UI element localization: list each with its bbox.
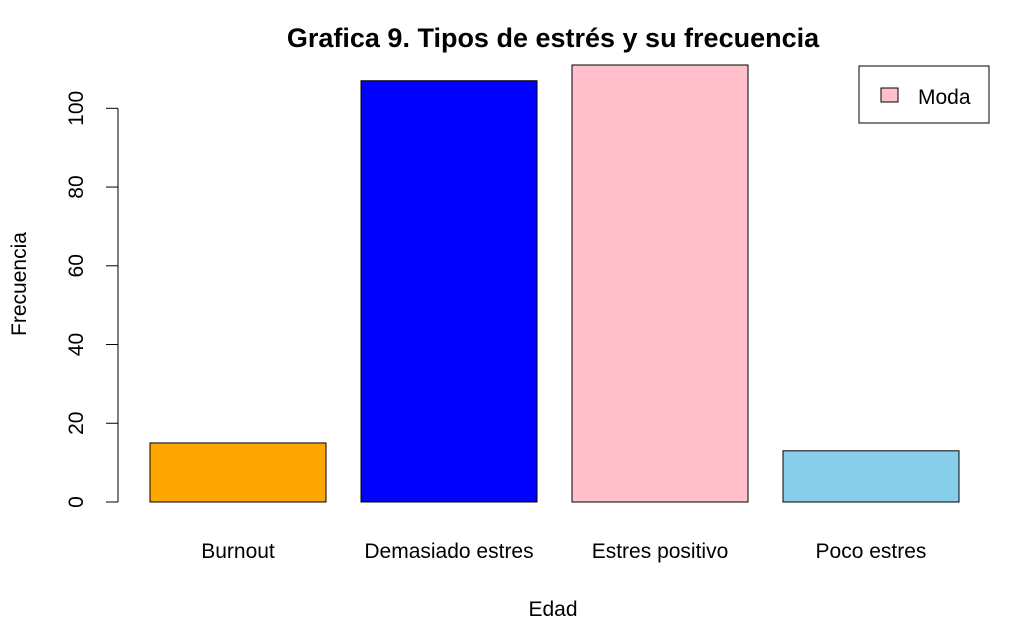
bar-estres-positivo [571, 64, 749, 503]
x-tick-label: Poco estres [816, 540, 927, 563]
x-tick-label: Estres positivo [592, 540, 729, 563]
y-axis: 0 20 40 60 80 100 [65, 91, 119, 508]
y-tick-label: 80 [65, 175, 88, 198]
x-tick-label: Burnout [201, 540, 275, 563]
chart-title: Grafica 9. Tipos de estrés y su frecuenc… [287, 23, 820, 53]
legend-swatch [880, 87, 899, 103]
bars [149, 64, 960, 503]
x-tick-label: Demasiado estres [364, 540, 533, 563]
legend-box [858, 65, 990, 124]
y-tick-label: 0 [65, 496, 88, 508]
bar-burnout [149, 442, 327, 503]
legend-label: Moda [918, 86, 971, 109]
y-tick-label: 40 [65, 333, 88, 356]
legend: Moda [858, 65, 990, 124]
x-tick-labels: Burnout Demasiado estres Estres positivo Po… [201, 540, 926, 563]
x-axis-label: Edad [528, 598, 577, 621]
y-tick-label: 100 [65, 91, 88, 126]
bar-demasiado-estres [360, 80, 538, 503]
y-tick-label: 60 [65, 254, 88, 277]
bar-poco-estres [782, 450, 960, 503]
y-tick-label: 20 [65, 412, 88, 435]
y-axis-label: Frecuencia [8, 232, 31, 336]
